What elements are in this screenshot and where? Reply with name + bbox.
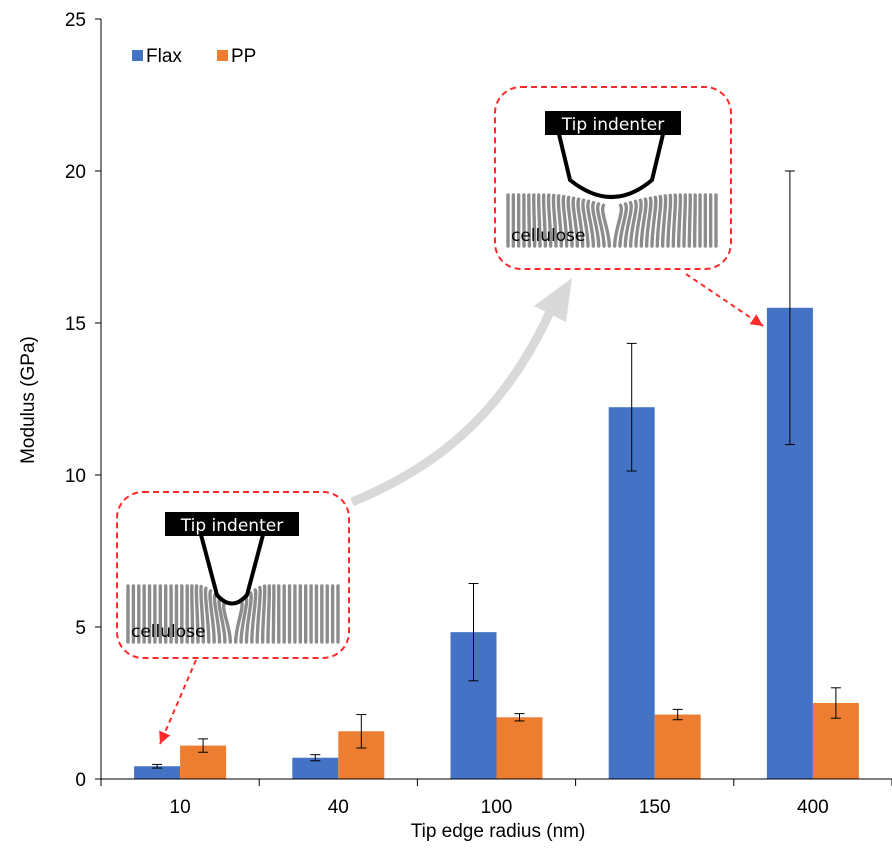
cellulose-fiber	[596, 202, 606, 248]
y-axis-title: Modulus (GPa)	[18, 336, 39, 464]
error-bars-layer	[152, 170, 841, 769]
cellulose-fiber	[233, 599, 244, 644]
cellulose-fiber	[255, 585, 262, 644]
y-tick-label: 15	[65, 314, 86, 335]
cellulose-fiber	[203, 586, 211, 644]
cellulose-fiber	[576, 197, 585, 248]
cellulose-fiber	[271, 584, 276, 644]
progression-arrow-head	[534, 278, 572, 322]
cellulose-fiber	[536, 193, 542, 248]
cellulose-fiber	[639, 197, 648, 248]
cellulose-fiber	[546, 193, 553, 248]
cellulose-fiber	[618, 202, 628, 248]
cellulose-fiber	[650, 195, 658, 248]
cellulose-fiber	[561, 194, 569, 248]
cellulose-fiber	[586, 199, 596, 248]
cellulose-fiber	[591, 200, 601, 248]
inset-pointer-line	[685, 273, 764, 327]
x-tick-label: 100	[481, 797, 513, 818]
indenter-label: Tip indenter	[561, 115, 664, 135]
cellulose-fiber	[221, 600, 233, 644]
cellulose-label: cellulose	[511, 226, 585, 246]
y-tick-label: 25	[65, 10, 86, 31]
x-tick-label: 10	[170, 797, 191, 818]
legend-label-pp: PP	[231, 46, 256, 67]
cellulose-fiber	[527, 193, 532, 248]
cellulose-fiber	[671, 193, 678, 248]
inset-pointer-line	[159, 659, 197, 745]
indenter-label-bg	[545, 111, 681, 135]
bar-flax-40	[292, 757, 339, 779]
cellulose-fiber	[628, 199, 638, 248]
cellulose-fiber	[682, 193, 688, 248]
cellulose-label: cellulose	[131, 622, 205, 642]
legend: Flax PP	[132, 46, 256, 67]
cellulose-fiber	[644, 196, 653, 248]
cellulose-fiber	[666, 193, 673, 248]
y-tick-label: 0	[75, 770, 86, 791]
inset-pointer-head	[749, 314, 763, 326]
progression-arrow-shaft	[350, 310, 555, 507]
cellulose-fiber	[566, 195, 574, 248]
cellulose-fiber	[532, 193, 537, 248]
cellulose-fiber	[199, 584, 206, 644]
cellulose-fiber	[655, 194, 663, 248]
cellulose-fiber	[581, 198, 590, 248]
cellulose-fiber	[212, 592, 222, 644]
x-tick-label: 400	[797, 797, 829, 818]
bar-pp-150	[654, 714, 701, 779]
cellulose-fiber	[612, 203, 624, 248]
cellulose-fiber	[660, 194, 668, 248]
cellulose-fiber	[194, 584, 200, 644]
cellulose-fiber	[260, 584, 267, 644]
cellulose-fiber	[541, 193, 548, 248]
y-tick-label: 10	[65, 466, 86, 487]
cellulose-fiber	[250, 588, 258, 644]
x-tick-label: 40	[328, 797, 349, 818]
legend-label-flax: Flax	[146, 46, 182, 67]
indenter-label-bg	[165, 512, 299, 536]
progression-arrow	[350, 278, 572, 507]
x-axis-title: Tip edge radius (nm)	[411, 821, 586, 842]
cellulose-fiber	[571, 196, 580, 248]
cellulose-fiber	[623, 200, 633, 248]
x-tick-label: 150	[639, 797, 671, 818]
indenter-label: Tip indenter	[180, 516, 283, 536]
cellulose-fiber	[676, 193, 683, 248]
cellulose-fiber	[244, 591, 253, 644]
cellulose-fiber	[556, 194, 564, 248]
y-tick-label: 5	[75, 618, 86, 639]
cellulose-fiber	[266, 584, 272, 644]
cellulose-fiber	[634, 198, 643, 248]
legend-swatch-pp	[217, 50, 228, 61]
cellulose-fiber	[208, 589, 216, 644]
bar-flax-10	[134, 766, 181, 779]
legend-swatch-flax	[132, 50, 143, 61]
cellulose-fiber	[190, 584, 195, 644]
cellulose-fiber	[551, 193, 558, 248]
cellulose-fiber	[600, 203, 612, 248]
inset-layer: Tip indenter cellulose Tip indenter cellulo…	[116, 86, 764, 745]
cellulose-fiber	[687, 193, 692, 248]
indenter-inset: Tip indenter cellulose	[494, 86, 764, 327]
cellulose-fiber	[692, 193, 697, 248]
indenter-tip-outline	[556, 129, 666, 199]
indenter-inset: Tip indenter cellulose	[116, 491, 350, 745]
inset-pointer-head	[159, 730, 171, 744]
bar-pp-100	[496, 717, 543, 779]
axes-layer: 0 5 10 15 20 25 10 40 100 150 400	[65, 10, 892, 818]
indenter-tip-outline	[198, 530, 266, 606]
y-tick-label: 20	[65, 162, 86, 183]
